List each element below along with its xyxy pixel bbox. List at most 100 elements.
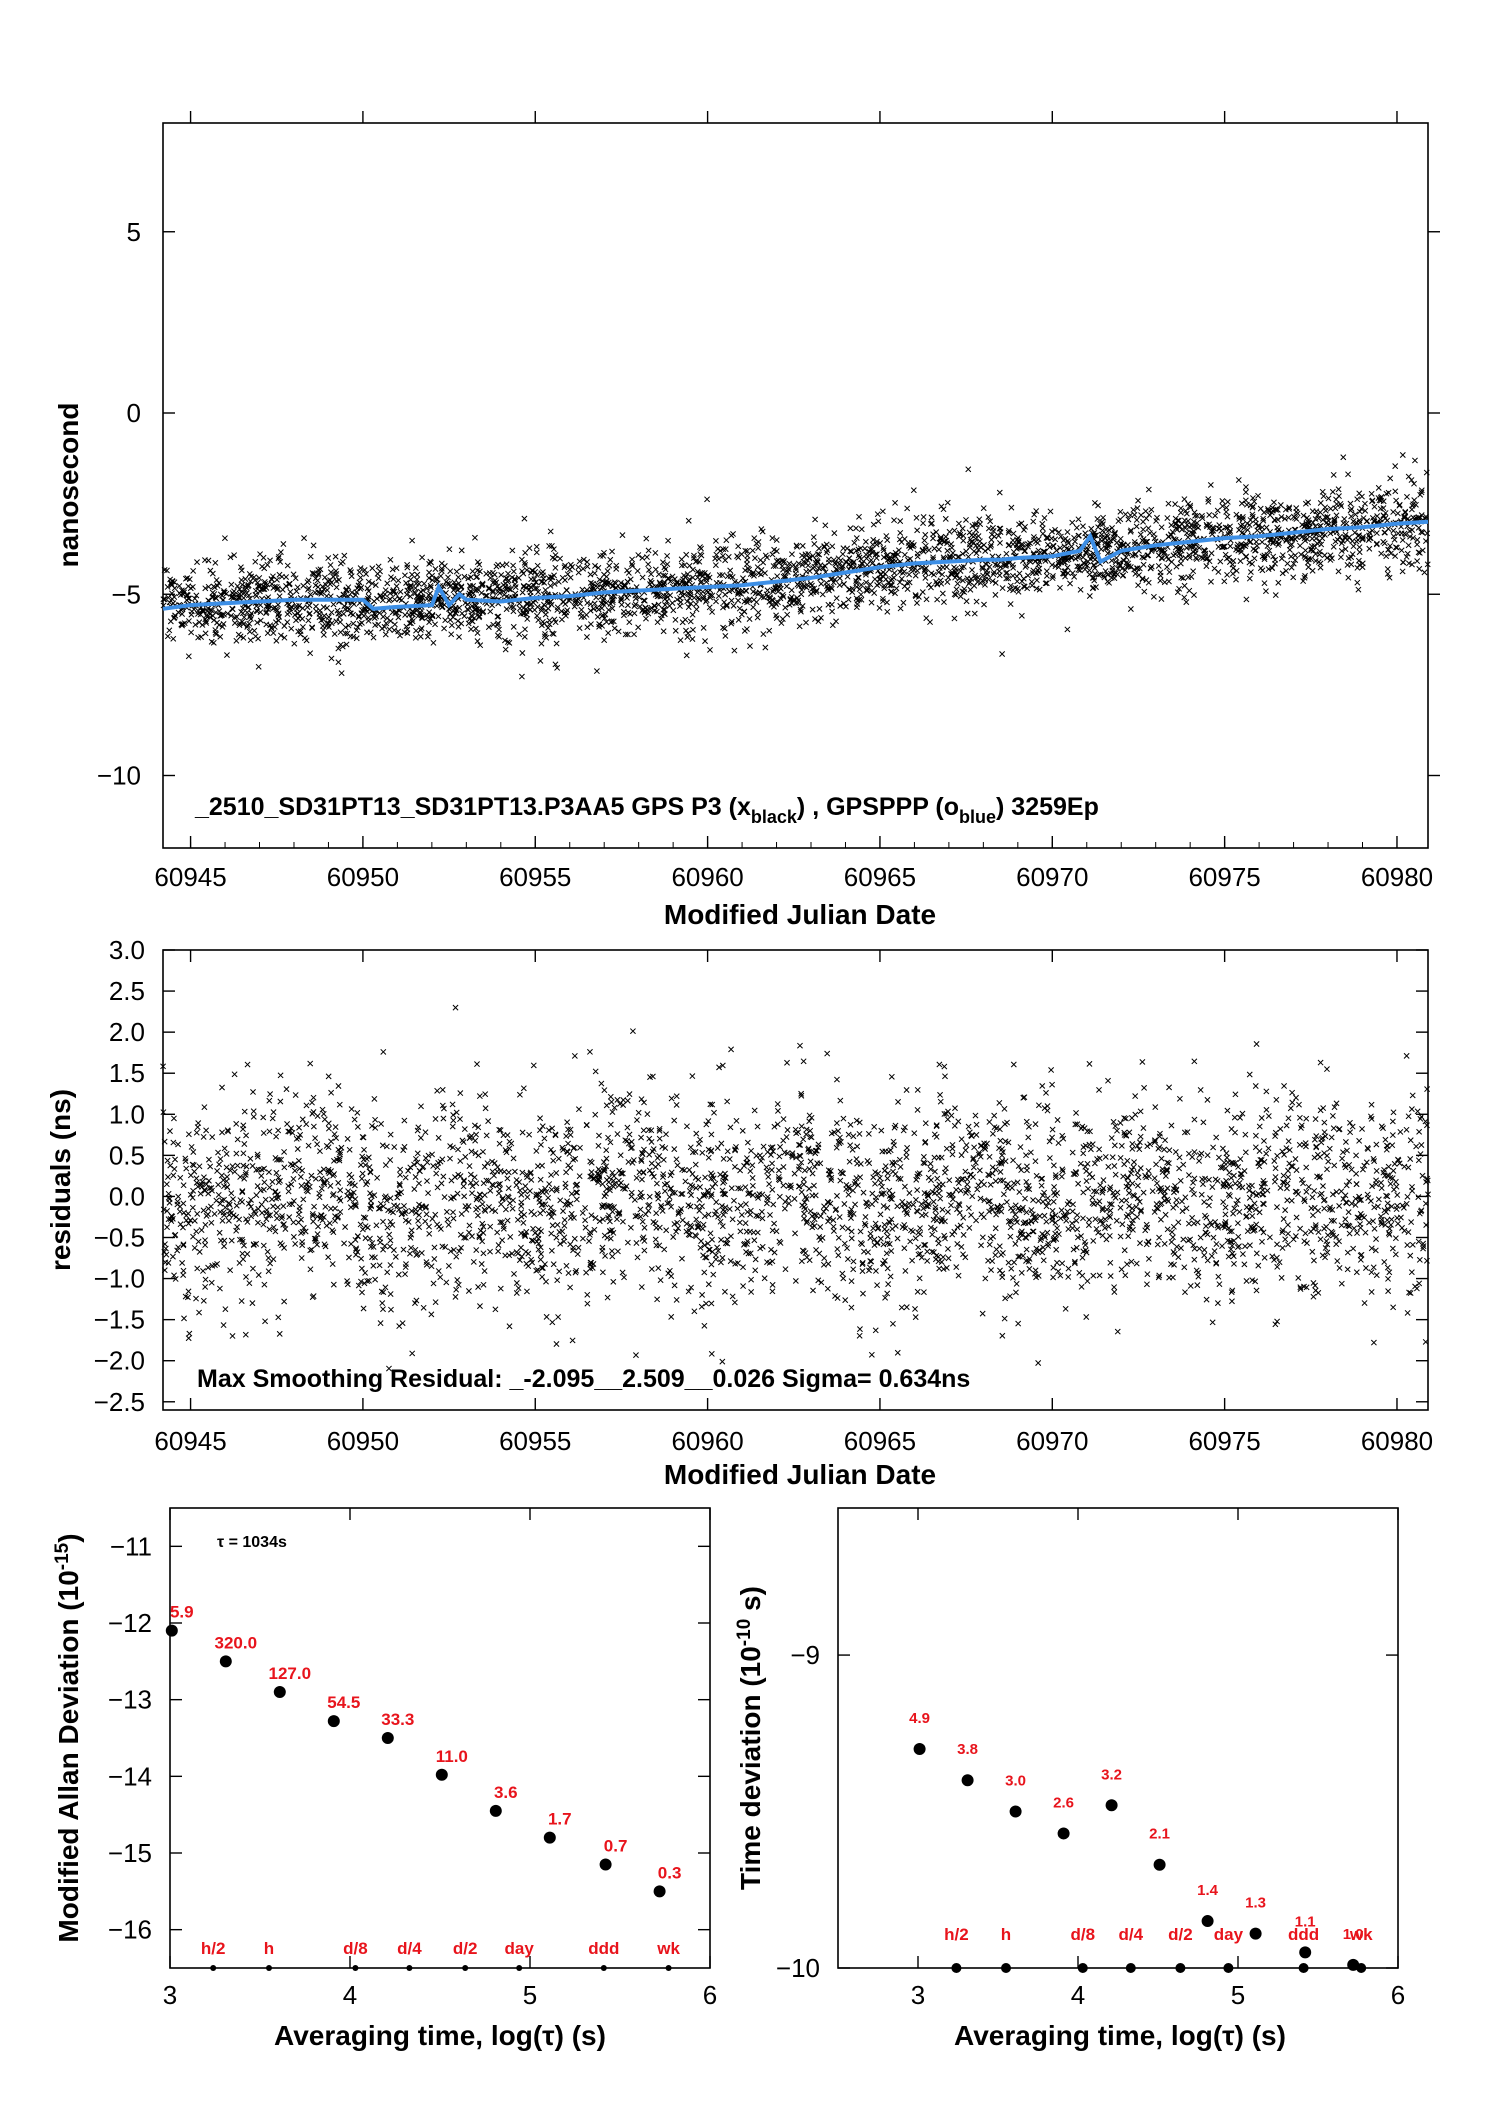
timeseries-point [891,517,898,524]
timeseries-point [613,565,620,572]
timeseries-point [1050,543,1057,550]
timeseries-point [487,608,494,615]
residual-point [614,1248,621,1255]
residual-point [997,1168,1004,1175]
timeseries-point [533,549,540,556]
timeseries-point [594,584,601,591]
residual-point [537,1256,544,1263]
residual-point [1344,1266,1351,1273]
residual-point [1012,1289,1019,1296]
timeseries-point [393,565,400,572]
timeseries-point [205,557,212,564]
timeseries-point [1342,546,1349,553]
residual-point [279,1242,285,1249]
residual-point [706,1246,713,1253]
timeseries-point [1208,550,1215,557]
timeseries-point [1009,572,1016,579]
timeseries-point [382,631,389,638]
timeseries-point [1325,495,1332,502]
timeseries-point [1033,508,1040,514]
timeseries-point [202,630,209,637]
residual-point [565,1162,572,1169]
timeseries-point [1278,555,1285,562]
residual-point [1092,1216,1099,1223]
residual-point [760,1143,767,1150]
timeseries-point [788,551,795,558]
residual-point [904,1144,911,1151]
timeseries-point [742,567,749,574]
residuals-frame [162,949,1429,1411]
residual-point [198,1227,205,1234]
residual-point [1368,1101,1375,1108]
timeseries-point [988,541,995,548]
residual-point [489,1168,496,1175]
timeseries-point [746,616,753,622]
residual-point [1215,1273,1222,1280]
residual-point [281,1164,288,1171]
timeseries-point [185,583,192,590]
timeseries-point [723,537,730,544]
timeseries-point [280,541,287,547]
residual-point [1249,1213,1256,1219]
timeseries-point [652,549,659,556]
timeseries-point [914,550,921,557]
timeseries-point [1168,558,1175,565]
residual-point [1074,1226,1081,1233]
residual-point [1387,1180,1394,1187]
timeseries-point [1348,554,1355,561]
timeseries-point [238,577,245,584]
timeseries-point [293,588,300,595]
timeseries-point [928,570,935,577]
timeseries-point [212,627,219,634]
residual-point [769,1288,776,1295]
timeseries-point [799,542,806,549]
timeseries-point [1157,577,1164,584]
residual-point [386,1231,393,1238]
residual-point [1040,1198,1046,1205]
timeseries-point [1191,592,1197,599]
timeseries-point [945,574,952,581]
timeseries-point [725,553,732,560]
timeseries-point [1024,541,1031,548]
residual-point [872,1180,878,1187]
timeseries-point [1142,538,1149,545]
timeseries-point [922,542,929,549]
residual-point [601,1087,608,1094]
residual-point [1263,1088,1270,1095]
residual-point [402,1174,409,1181]
timeseries-point [1375,484,1382,491]
timeseries-point [231,552,238,559]
timeseries-point [244,623,251,630]
timeseries-point [855,574,862,581]
residual-point [627,1224,634,1231]
timeseries-point [897,605,904,612]
timeseries-point [662,602,669,608]
residual-point [912,1196,919,1203]
residual-point [847,1121,854,1128]
residual-point [1287,1105,1294,1112]
residual-point [1303,1188,1310,1195]
residual-point [462,1153,469,1160]
residual-point [801,1167,808,1174]
residual-point [193,1129,200,1136]
residual-point [1090,1272,1097,1279]
timeseries-point [1158,596,1165,603]
timeseries-point [1206,511,1213,518]
residual-point [227,1267,234,1274]
timeseries-point [221,535,228,542]
residual-point [806,1165,813,1172]
residual-point [899,1198,906,1205]
residual-point [315,1223,322,1230]
timeseries-point [645,561,652,568]
residual-point [357,1221,364,1228]
residual-point [1261,1254,1268,1261]
timeseries-point [461,573,468,580]
timeseries-point [1321,552,1328,559]
timeseries-point [944,499,951,506]
timeseries-point [923,596,930,603]
residual-point [183,1165,190,1172]
residual-point [526,1131,533,1138]
residual-point [696,1196,703,1203]
residual-point [862,1222,869,1229]
residual-point [817,1224,824,1230]
